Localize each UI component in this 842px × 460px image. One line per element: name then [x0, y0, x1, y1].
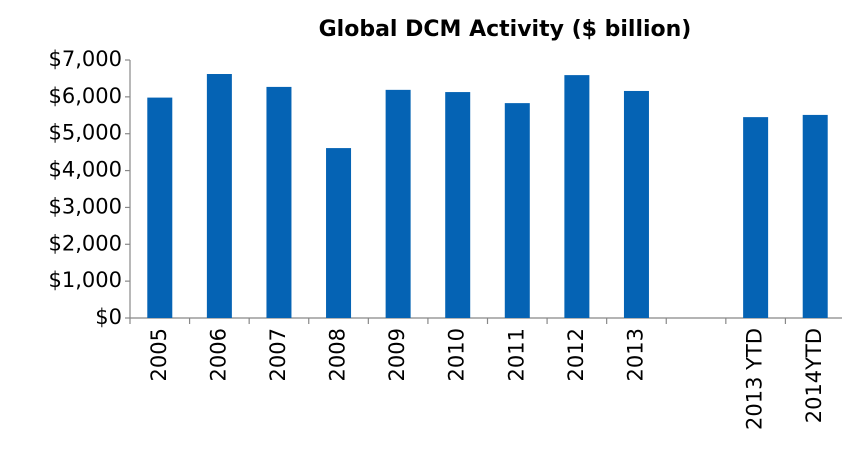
y-tick-label: $3,000: [49, 194, 122, 218]
x-tick-label: 2006: [206, 328, 230, 381]
x-tick-label: 2007: [266, 328, 290, 381]
y-tick-label: $6,000: [49, 84, 122, 108]
x-tick-label: 2010: [445, 328, 469, 381]
x-tick-label: 2013 YTD: [743, 328, 767, 430]
bar: [206, 74, 232, 319]
y-tick-label: $4,000: [49, 158, 122, 182]
y-tick-label: $1,000: [49, 268, 122, 292]
bar: [326, 148, 352, 318]
x-tick-label: 2005: [147, 328, 171, 381]
y-tick-label: $5,000: [49, 121, 122, 145]
x-tick-label: 2009: [385, 328, 409, 381]
bar: [266, 86, 292, 318]
x-tick-label: 2011: [504, 328, 528, 381]
y-tick-label: $7,000: [49, 47, 122, 71]
bar: [564, 75, 590, 319]
y-tick-label: $2,000: [49, 231, 122, 255]
bar: [743, 117, 769, 318]
bar: [504, 103, 530, 318]
x-tick-label: 2013: [623, 328, 647, 381]
bar: [623, 90, 649, 319]
y-tick-label: $0: [95, 305, 122, 329]
chart-title: Global DCM Activity ($ billion): [319, 17, 692, 42]
bar: [147, 97, 173, 318]
bar: [802, 114, 828, 318]
x-tick-label: 2012: [564, 328, 588, 381]
bar: [445, 92, 471, 319]
x-tick-label: 2008: [326, 328, 350, 381]
x-tick-label: 2014YTD: [802, 328, 826, 423]
bar: [385, 89, 411, 319]
